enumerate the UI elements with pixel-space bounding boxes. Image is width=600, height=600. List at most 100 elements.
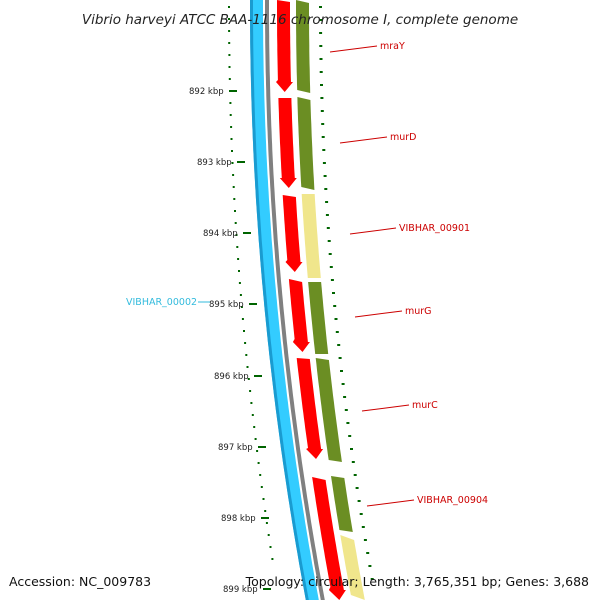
tick-dot: [271, 558, 274, 560]
tick-dot: [236, 246, 239, 248]
tick-dot: [228, 66, 231, 68]
tick-dot: [231, 162, 234, 164]
tick-dot: [340, 370, 343, 372]
tick-dot: [335, 331, 339, 333]
cds-arrow: [288, 279, 310, 352]
tick-dot: [253, 426, 256, 428]
tick-dot: [265, 522, 268, 524]
tick-dot: [323, 175, 327, 177]
tick-dot: [319, 45, 323, 47]
tick-dot: [338, 357, 342, 359]
kbp-tick-label: 896 kbp: [214, 372, 249, 382]
kbp-tick-label: 894 kbp: [203, 229, 238, 239]
kbp-scale: 892 kbp 893 kbp 894 kbp 895 kbp 896 kbp 897 k…: [189, 87, 271, 595]
tick-dot: [257, 462, 260, 464]
tick-dot: [361, 526, 365, 528]
kbp-tick-label: 898 kbp: [221, 514, 256, 524]
tick-dot: [343, 396, 347, 398]
tick-dot: [359, 513, 363, 515]
cds-arrow: [296, 358, 324, 459]
tick-dot: [264, 510, 267, 512]
tick-dot: [319, 19, 322, 21]
tick-dot: [368, 565, 372, 567]
gene-leader-line: [339, 136, 388, 144]
accession-label: Accession: NC_009783: [9, 574, 151, 589]
kbp-tick-mark: [229, 90, 237, 92]
tick-dot: [355, 487, 359, 489]
kbp-tick-mark: [261, 517, 269, 519]
kbp-tick-label: 897 kbp: [218, 443, 253, 453]
tick-dot: [348, 435, 352, 437]
tick-dot: [247, 378, 250, 380]
tick-dot: [332, 292, 335, 294]
gene-block: [308, 282, 329, 354]
tick-dot: [229, 114, 232, 116]
kbp-tick-mark: [263, 588, 271, 590]
tick-dot: [325, 214, 329, 216]
cds-arrow: [312, 477, 346, 600]
tick-dot: [256, 450, 259, 452]
tick-dot: [240, 306, 243, 308]
gene-block: [301, 194, 321, 278]
tick-dot: [337, 344, 341, 346]
cds-arrow: [276, 0, 293, 92]
cds-arrow: [278, 98, 297, 188]
tick-dot: [344, 409, 348, 411]
tick-dot: [230, 126, 233, 128]
gene-label: murD: [390, 132, 417, 143]
tick-dot: [234, 210, 236, 212]
gene-leader-line: [366, 499, 415, 507]
tick-dot: [228, 54, 231, 56]
tick-dot: [327, 240, 331, 242]
tick-dot: [320, 110, 324, 112]
tick-dot: [241, 318, 244, 320]
gene-leader-line: [349, 227, 397, 235]
kbp-tick-mark: [243, 232, 251, 234]
tick-dot: [251, 414, 254, 416]
reverse-gene-label: VIBHAR_00002: [126, 297, 197, 308]
tick-dot: [246, 366, 249, 368]
tick-dot: [233, 198, 236, 200]
tick-dot: [260, 486, 263, 488]
tick-dot: [325, 201, 329, 203]
tick-dot: [267, 534, 270, 536]
gene-block: [296, 0, 311, 93]
kbp-tick-label: 892 kbp: [189, 87, 224, 97]
gene-label: murG: [405, 306, 432, 317]
tick-dot: [239, 294, 242, 296]
kbp-tick-mark: [237, 161, 245, 163]
cds-arrow: [282, 195, 303, 272]
tick-dot: [363, 539, 367, 541]
reverse-strand-track: [250, 0, 319, 600]
tick-dot-track: [228, 6, 374, 580]
gene-label: mraY: [380, 41, 405, 52]
genome-tracks: [250, 0, 365, 600]
kbp-tick-label: 895 kbp: [209, 300, 244, 310]
kbp-tick-label: 899 kbp: [223, 585, 258, 595]
tick-dot: [232, 174, 235, 176]
tick-dot: [366, 552, 370, 554]
tick-dot: [232, 186, 235, 188]
tick-dot: [346, 422, 350, 424]
tick-dot: [324, 188, 328, 190]
tick-dot: [351, 461, 355, 463]
tick-dot: [353, 474, 357, 476]
kbp-tick-label: 893 kbp: [197, 158, 232, 168]
tick-dot: [228, 42, 231, 44]
gene-block: [331, 476, 353, 532]
tick-dot: [319, 71, 323, 73]
tick-dot: [333, 305, 337, 307]
tick-dot: [328, 253, 332, 255]
gene-label: VIBHAR_00904: [417, 495, 488, 506]
tick-dot: [250, 402, 253, 404]
tick-dot: [326, 227, 330, 229]
kbp-tick-mark: [258, 446, 266, 448]
gene-leader-line: [329, 45, 378, 53]
tick-dot: [262, 498, 265, 500]
tick-dot: [244, 342, 247, 344]
tick-dot: [235, 234, 238, 236]
tick-dot: [237, 258, 240, 260]
tick-dot: [341, 383, 345, 385]
gene-label: murC: [412, 400, 438, 411]
